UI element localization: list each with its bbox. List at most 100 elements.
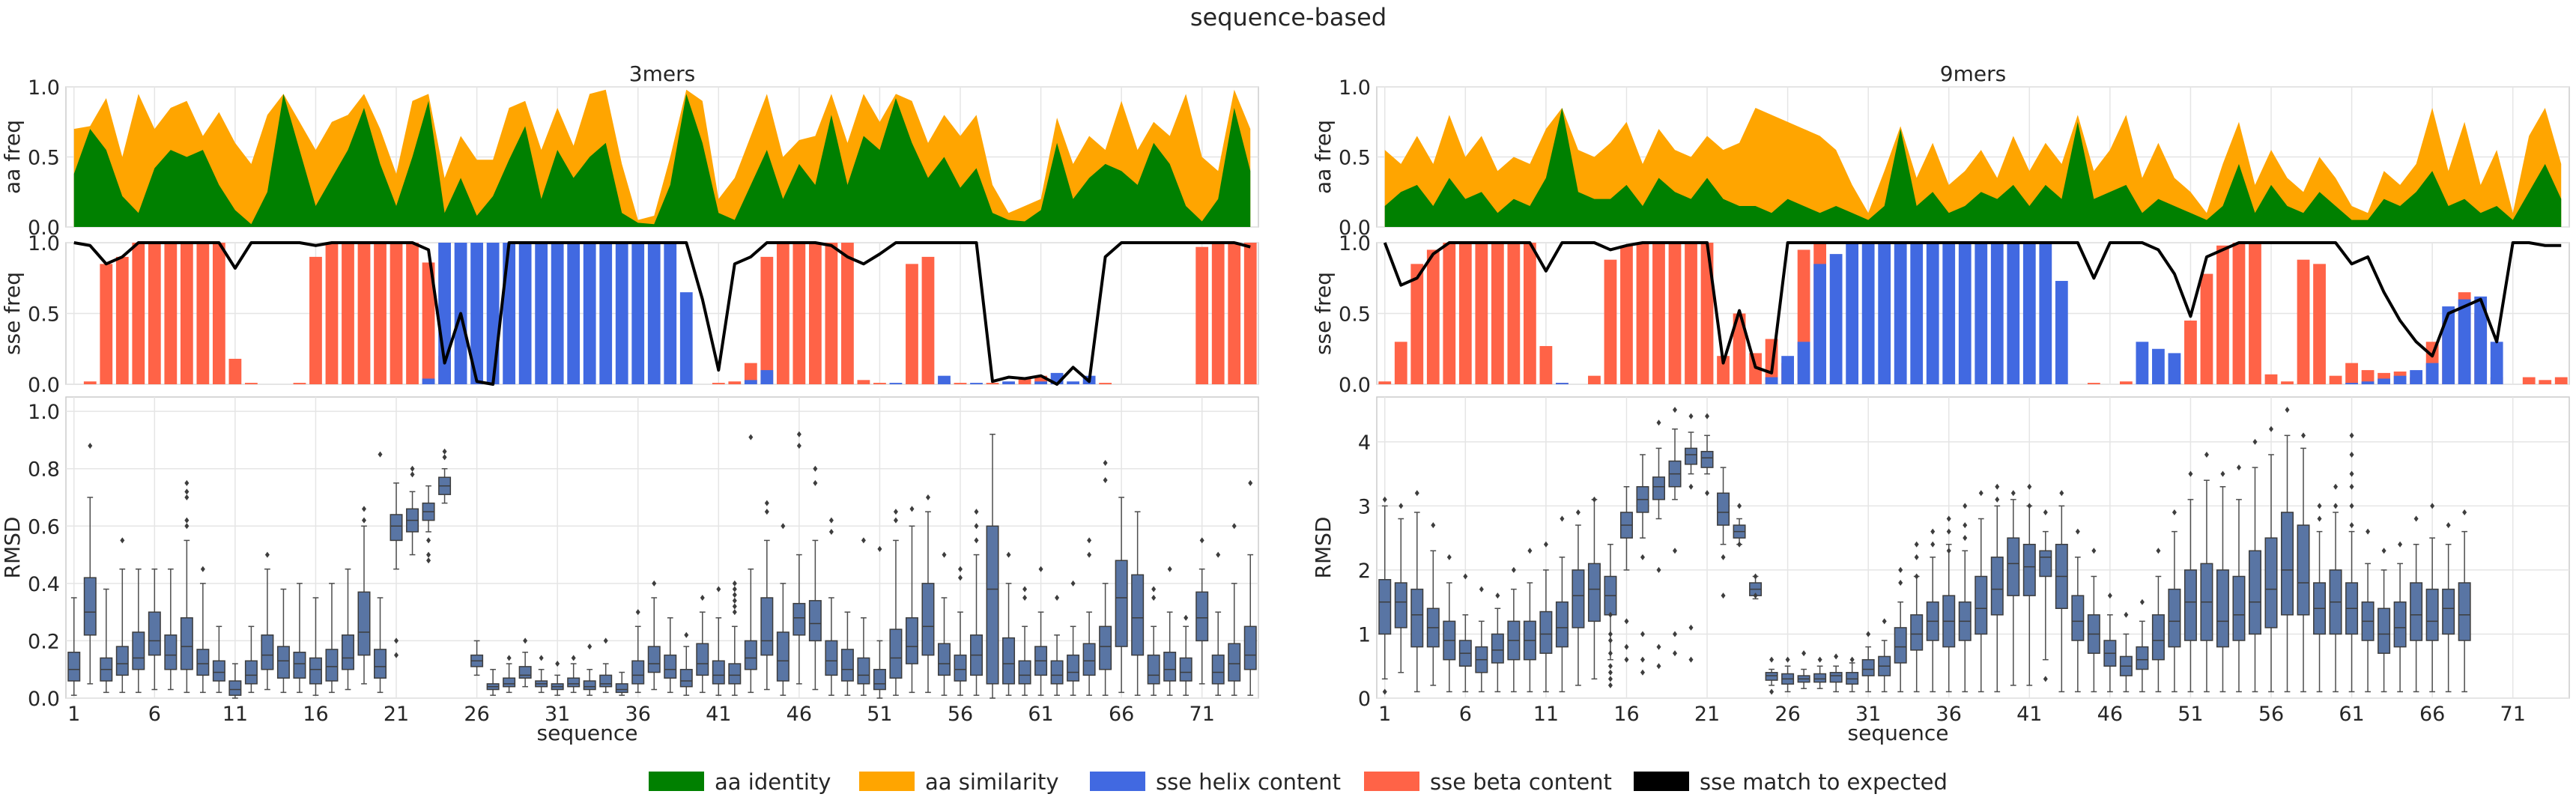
rmsd-iqr-box bbox=[793, 602, 806, 636]
rmsd-box bbox=[1523, 548, 1536, 693]
rmsd-iqr-box bbox=[164, 634, 178, 670]
rmsd-box bbox=[1228, 523, 1241, 696]
sse-y-axis-label: sse freq bbox=[0, 272, 25, 355]
legend-label: sse helix content bbox=[1156, 769, 1341, 795]
rmsd-box bbox=[374, 451, 387, 694]
rmsd-box bbox=[83, 443, 97, 685]
sse-beta-bar bbox=[954, 383, 967, 384]
rmsd-outlier bbox=[1640, 631, 1645, 637]
sse-beta-bar bbox=[2554, 377, 2568, 384]
x-tick-label: 26 bbox=[1775, 703, 1800, 726]
rmsd-iqr-box bbox=[647, 646, 661, 673]
rmsd-panel-frame bbox=[1376, 396, 2570, 699]
sse-helix-bar bbox=[2458, 299, 2471, 384]
sse-beta-bar bbox=[1228, 243, 1241, 384]
sse-beta-bar bbox=[2345, 363, 2358, 384]
legend-item: sse beta content bbox=[1364, 769, 1612, 795]
sse-beta-bar bbox=[857, 380, 870, 384]
rmsd-y-tick-label: 0.4 bbox=[28, 573, 60, 596]
rmsd-outlier bbox=[1656, 566, 1661, 573]
rmsd-box bbox=[132, 568, 145, 694]
rmsd-outlier bbox=[2269, 425, 2273, 432]
legend-item: aa identity bbox=[649, 769, 831, 795]
rmsd-outlier bbox=[1022, 595, 1028, 601]
rmsd-iqr-box bbox=[2039, 550, 2052, 578]
sse-beta-bar bbox=[1652, 243, 1665, 384]
sse-beta-bar bbox=[2329, 375, 2342, 384]
sse-beta-bar bbox=[342, 243, 354, 384]
rmsd-outlier bbox=[1656, 663, 1661, 670]
sse-helix-bar bbox=[2490, 342, 2503, 384]
rmsd-outlier bbox=[2285, 407, 2290, 413]
legend-label: sse beta content bbox=[1430, 769, 1612, 795]
rmsd-outlier bbox=[587, 643, 593, 650]
sse-beta-bar bbox=[841, 243, 854, 384]
rmsd-outlier bbox=[828, 528, 834, 535]
rmsd-box bbox=[1195, 537, 1209, 685]
rmsd-outlier bbox=[1087, 551, 1092, 558]
sse-y-tick-label: 1.0 bbox=[28, 232, 60, 255]
rmsd-outlier bbox=[732, 586, 737, 593]
rmsd-iqr-box bbox=[2183, 569, 2197, 641]
rmsd-outlier bbox=[1995, 496, 2000, 503]
rmsd-box bbox=[244, 625, 258, 694]
rmsd-outlier bbox=[1382, 688, 1387, 695]
sse-beta-bar bbox=[1211, 243, 1225, 384]
rmsd-iqr-box bbox=[2425, 588, 2439, 641]
rmsd-box bbox=[679, 631, 693, 696]
rmsd-iqr-box bbox=[244, 660, 258, 685]
rmsd-box bbox=[1491, 593, 1504, 693]
rmsd-iqr-box bbox=[1829, 672, 1843, 683]
rmsd-outlier bbox=[732, 597, 737, 604]
rmsd-iqr-box bbox=[696, 643, 709, 676]
rmsd-iqr-box bbox=[1195, 591, 1209, 642]
rmsd-box bbox=[2039, 509, 2052, 682]
aa-identity-area bbox=[1384, 108, 2562, 227]
rmsd-outlier bbox=[2381, 548, 2386, 554]
sse-beta-bar bbox=[1243, 243, 1257, 384]
rmsd-outlier bbox=[2172, 509, 2177, 515]
aa-y-tick-label: 1.0 bbox=[1339, 76, 1371, 100]
rmsd-iqr-box bbox=[2410, 582, 2423, 641]
rmsd-box bbox=[2410, 515, 2423, 693]
rmsd-outlier bbox=[1963, 535, 1968, 542]
legend: aa identity aa similarity sse helix conten… bbox=[649, 769, 1948, 795]
rmsd-iqr-box bbox=[2393, 601, 2407, 648]
x-tick-label: 6 bbox=[148, 703, 161, 726]
rmsd-outlier bbox=[1656, 419, 1661, 426]
rmsd-box bbox=[1179, 614, 1192, 696]
rmsd-outlier bbox=[828, 517, 834, 524]
rmsd-outlier bbox=[893, 509, 898, 515]
rmsd-iqr-box bbox=[1163, 651, 1177, 682]
rmsd-outlier bbox=[2317, 503, 2322, 509]
rmsd-iqr-box bbox=[1990, 557, 2004, 616]
rmsd-iqr-box bbox=[2297, 524, 2310, 616]
rmsd-outlier bbox=[1737, 541, 1742, 548]
sse-beta-bar bbox=[1588, 375, 1601, 384]
rmsd-box bbox=[1002, 551, 1016, 696]
rmsd-box bbox=[1034, 566, 1048, 696]
rmsd-box bbox=[2248, 438, 2261, 693]
rmsd-outlier bbox=[184, 479, 190, 486]
rmsd-box bbox=[1619, 485, 1633, 663]
rmsd-box bbox=[986, 434, 999, 699]
rmsd-iqr-box bbox=[905, 617, 918, 664]
rmsd-outlier bbox=[2349, 522, 2354, 529]
rmsd-outlier bbox=[523, 637, 528, 644]
rmsd-outlier bbox=[1607, 611, 1613, 618]
rmsd-outlier bbox=[394, 637, 399, 644]
rmsd-iqr-box bbox=[1243, 625, 1257, 670]
sse-helix-bar bbox=[2474, 296, 2488, 384]
rmsd-outlier bbox=[1087, 537, 1092, 544]
sse-beta-bar bbox=[744, 363, 757, 384]
rmsd-iqr-box bbox=[228, 680, 242, 696]
sse-helix-bar bbox=[1910, 243, 1924, 384]
rmsd-outlier bbox=[700, 595, 705, 601]
rmsd-box bbox=[325, 583, 339, 694]
sse-beta-bar bbox=[309, 256, 322, 384]
rmsd-outlier bbox=[764, 500, 769, 506]
rmsd-iqr-box bbox=[1050, 660, 1064, 685]
rmsd-iqr-box bbox=[1555, 601, 1569, 648]
rmsd-outlier bbox=[2430, 503, 2435, 509]
sse-beta-bar bbox=[2264, 374, 2278, 384]
